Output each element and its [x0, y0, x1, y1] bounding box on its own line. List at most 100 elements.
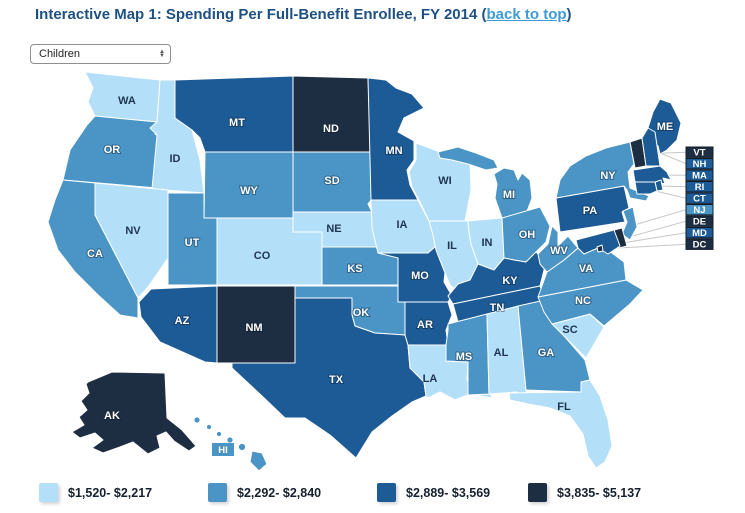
state-nj[interactable]	[621, 206, 638, 241]
legend-label-1: $1,520- $2,217	[68, 485, 153, 500]
state-ak[interactable]	[71, 371, 197, 455]
legend-swatch-1	[39, 483, 58, 502]
state-label-mi: MI	[503, 189, 515, 201]
hawaii-label-box[interactable]	[212, 443, 234, 456]
state-label-ne: NE	[326, 223, 341, 235]
leader-line-ri	[660, 185, 687, 188]
state-nh[interactable]	[641, 127, 661, 167]
state-label-ut: UT	[185, 237, 200, 249]
state-nd[interactable]	[292, 75, 372, 153]
state-label-mn: MN	[385, 145, 402, 157]
state-label-or: OR	[104, 144, 121, 156]
callout-de[interactable]	[685, 215, 714, 227]
state-label-nd: ND	[323, 123, 339, 135]
state-label-id: ID	[170, 153, 181, 165]
state-label-wy: WY	[240, 185, 258, 197]
state-wv[interactable]	[537, 225, 579, 273]
state-label-mt: MT	[229, 117, 245, 129]
state-label-ca: CA	[87, 248, 103, 260]
state-mo[interactable]	[377, 245, 453, 303]
map-legend: $1,520- $2,217 $2,292- $2,840 $2,889- $3,5…	[0, 483, 745, 513]
callout-ma[interactable]	[685, 169, 714, 181]
state-label-oh: OH	[519, 229, 536, 241]
callout-dc[interactable]	[685, 238, 714, 250]
legend-label-4: $3,835- $5,137	[557, 485, 642, 500]
state-hi[interactable]	[249, 450, 268, 472]
state-fl[interactable]	[508, 379, 613, 469]
callout-md[interactable]	[685, 227, 714, 239]
state-label-ms: MS	[456, 351, 473, 363]
legend-item-3: $2,889- $3,569	[377, 483, 490, 502]
callout-label-nh: NH	[693, 159, 707, 170]
state-label-nc: NC	[575, 295, 591, 307]
state-mi[interactable]	[437, 146, 499, 171]
state-label-va: VA	[579, 263, 594, 275]
title-suffix: )	[566, 6, 572, 23]
state-mi[interactable]	[493, 167, 533, 219]
state-hi[interactable]	[206, 424, 212, 430]
callout-ct[interactable]	[685, 192, 714, 204]
state-label-ks: KS	[347, 263, 362, 275]
state-ct[interactable]	[634, 181, 658, 195]
legend-item-2: $2,292- $2,840	[208, 483, 321, 502]
state-label-ny: NY	[600, 170, 616, 182]
leader-line-nh	[652, 149, 687, 165]
callout-ri[interactable]	[685, 181, 714, 193]
callout-vt[interactable]	[685, 146, 714, 158]
state-hi[interactable]	[216, 431, 222, 437]
legend-item-1: $1,520- $2,217	[39, 483, 152, 502]
legend-label-2: $2,292- $2,840	[237, 485, 322, 500]
state-tx[interactable]	[231, 297, 427, 459]
state-ny[interactable]	[555, 141, 650, 202]
state-label-tx: TX	[329, 374, 344, 386]
state-label-ok: OK	[353, 307, 370, 319]
callout-label-ct: CT	[693, 193, 706, 204]
population-select[interactable]: Children ▲ ▼	[30, 44, 171, 64]
population-select-value: Children	[39, 48, 80, 60]
state-label-al: AL	[494, 347, 509, 359]
callout-label-ri: RI	[695, 182, 705, 193]
state-label-la: LA	[423, 373, 438, 385]
state-mn[interactable]	[367, 77, 425, 201]
leader-line-nj	[630, 209, 687, 227]
state-hi[interactable]	[193, 416, 201, 424]
state-nc[interactable]	[537, 279, 644, 327]
state-label-mo: MO	[411, 270, 429, 282]
state-label-ga: GA	[538, 347, 555, 359]
legend-swatch-3	[377, 483, 396, 502]
select-stepper-icon: ▲ ▼	[159, 49, 165, 59]
state-label-az: AZ	[175, 315, 190, 327]
callout-label-vt: VT	[693, 147, 705, 158]
state-label-wv: WV	[550, 245, 568, 257]
state-ma[interactable]	[632, 165, 672, 185]
state-label-ia: IA	[397, 219, 408, 231]
state-label-me: ME	[657, 121, 674, 133]
state-label-ky: KY	[502, 275, 518, 287]
legend-item-4: $3,835- $5,137	[528, 483, 641, 502]
state-label-fl: FL	[557, 401, 571, 413]
legend-swatch-4	[528, 483, 547, 502]
state-label-wi: WI	[438, 175, 451, 187]
state-label-wa: WA	[118, 95, 136, 107]
callout-label-ma: MA	[692, 170, 707, 181]
callout-nj[interactable]	[685, 204, 714, 216]
state-label-nv: NV	[125, 225, 141, 237]
state-hi[interactable]	[226, 436, 234, 444]
legend-swatch-2	[208, 483, 227, 502]
callout-nh[interactable]	[685, 158, 714, 170]
state-dc[interactable]	[596, 244, 604, 253]
callout-label-dc: DC	[693, 239, 707, 250]
back-to-top-link[interactable]: back to top	[486, 6, 567, 23]
state-ca[interactable]	[47, 179, 139, 319]
state-label-sc: SC	[562, 324, 577, 336]
callout-label-nj: NJ	[693, 205, 705, 216]
state-label-tn: TN	[490, 302, 505, 314]
page-title: Interactive Map 1: Spending Per Full-Ben…	[35, 6, 572, 23]
callout-label-md: MD	[692, 228, 707, 239]
state-label-in: IN	[482, 237, 493, 249]
state-label-sd: SD	[324, 175, 339, 187]
state-label-ar: AR	[417, 319, 433, 331]
state-hi[interactable]	[238, 443, 246, 451]
